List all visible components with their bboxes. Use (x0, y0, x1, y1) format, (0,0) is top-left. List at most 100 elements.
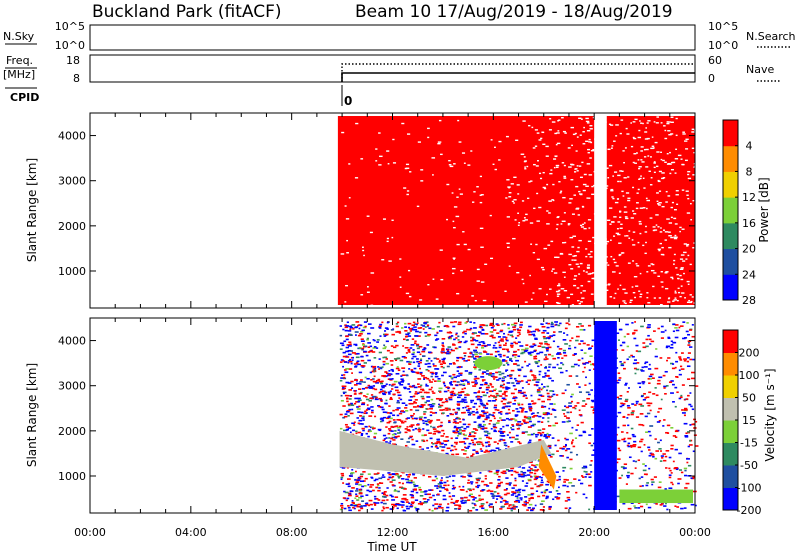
power-speckle (625, 235, 629, 237)
power-speckle (675, 267, 678, 269)
velocity-speckle (517, 491, 520, 494)
velocity-speckle (354, 331, 359, 333)
power-speckle (591, 193, 595, 196)
velocity-speckle (515, 359, 520, 362)
velocity-speckle (466, 394, 470, 396)
velocity-speckle (498, 411, 502, 414)
velocity-speckle (461, 398, 465, 401)
velocity-speckle (459, 489, 464, 491)
velocity-speckle (473, 421, 477, 423)
power-speckle (583, 222, 586, 224)
velocity-speckle (517, 348, 520, 351)
velocity-speckle (508, 405, 511, 408)
velocity-speckle (373, 501, 376, 504)
velocity-speckle (454, 501, 459, 503)
velocity-speckle (477, 477, 481, 480)
velocity-speckle (379, 399, 383, 401)
power-speckle (542, 131, 545, 134)
power-speckle (417, 141, 421, 143)
power-speckle (589, 128, 593, 130)
velocity-speckle (505, 369, 509, 371)
velocity-speckle (475, 411, 479, 414)
velocity-speckle (501, 505, 505, 508)
velocity-speckle (645, 503, 648, 506)
velocity-speckle (383, 390, 386, 393)
power-speckle (585, 255, 588, 258)
velocity-speckle (648, 363, 651, 366)
power-speckle (379, 155, 383, 158)
velocity-speckle (514, 419, 518, 422)
velocity-speckle (463, 427, 467, 430)
velocity-speckle (427, 493, 431, 496)
velocity-speckle (365, 412, 368, 414)
velocity-speckle (543, 386, 546, 388)
velocity-speckle (468, 433, 472, 436)
velocity-speckle (547, 420, 550, 423)
power-speckle (599, 168, 602, 171)
velocity-speckle (654, 355, 658, 358)
velocity-speckle (342, 405, 346, 407)
power-speckle (449, 165, 454, 168)
power-speckle (549, 172, 553, 175)
velocity-speckle (587, 324, 592, 327)
velocity-speckle (631, 410, 635, 412)
velocity-speckle (388, 476, 392, 479)
power-speckle (606, 240, 610, 243)
power-speckle (592, 148, 595, 151)
velocity-speckle (689, 346, 693, 348)
power-speckle (577, 266, 580, 268)
power-speckle (611, 196, 614, 198)
power-speckle (407, 269, 411, 272)
velocity-speckle (666, 359, 669, 362)
velocity-speckle (683, 407, 688, 410)
velocity-speckle (492, 329, 497, 331)
power-speckle (682, 131, 685, 133)
velocity-speckle (472, 406, 476, 408)
power-speckle (636, 202, 639, 204)
power-speckle (476, 268, 480, 271)
velocity-speckle (537, 352, 540, 355)
power-speckle (586, 130, 591, 132)
velocity-speckle (450, 348, 453, 351)
velocity-speckle (351, 372, 354, 374)
velocity-speckle (490, 492, 493, 495)
velocity-speckle (492, 423, 497, 426)
velocity-speckle (446, 447, 451, 450)
velocity-speckle (438, 425, 442, 428)
power-speckle (366, 291, 370, 293)
power-speckle (542, 268, 545, 271)
velocity-speckle (513, 399, 517, 402)
velocity-speckle (497, 350, 500, 353)
velocity-speckle (517, 380, 521, 383)
velocity-speckle (664, 329, 667, 332)
power-speckle (431, 157, 436, 159)
velocity-speckle (683, 358, 687, 360)
velocity-speckle (440, 365, 444, 368)
velocity-speckle (482, 371, 486, 373)
velocity-speckle (462, 476, 466, 478)
velocity-speckle (466, 405, 470, 408)
velocity-speckle (516, 489, 521, 492)
velocity-speckle (446, 489, 449, 492)
velocity-speckle (686, 356, 690, 359)
velocity-speckle (454, 504, 458, 506)
velocity-speckle (440, 421, 443, 424)
velocity-speckle (442, 360, 445, 362)
velocity-speckle (484, 383, 488, 386)
velocity-speckle (361, 402, 366, 404)
velocity-speckle (483, 412, 487, 415)
power-speckle (658, 249, 661, 252)
velocity-speckle (395, 325, 399, 328)
velocity-speckle (433, 357, 437, 360)
velocity-speckle (623, 467, 627, 469)
velocity-speckle (357, 422, 360, 425)
velocity-speckle (468, 435, 473, 438)
velocity-speckle (359, 391, 363, 394)
velocity-colorbar-label: -50 (740, 459, 758, 472)
velocity-speckle (401, 421, 405, 424)
velocity-speckle (540, 479, 544, 482)
power-speckle (623, 162, 625, 164)
velocity-speckle (502, 499, 506, 502)
velocity-speckle (340, 505, 344, 507)
velocity-speckle (489, 372, 493, 374)
